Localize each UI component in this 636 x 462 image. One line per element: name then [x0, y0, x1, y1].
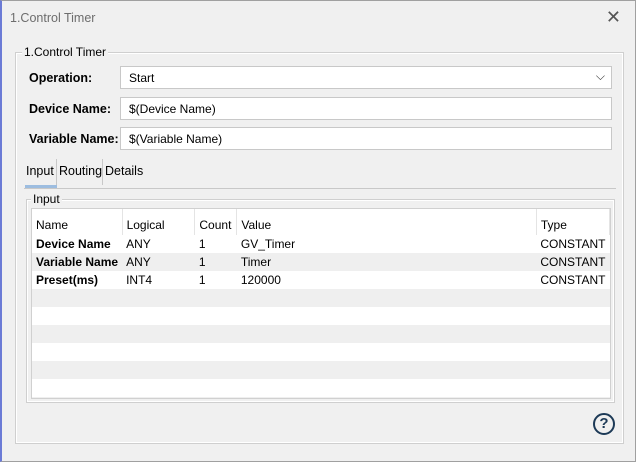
device-name-label: Device Name:	[29, 102, 111, 116]
device-name-input[interactable]: $(Device Name)	[120, 97, 612, 120]
column-header-logical[interactable]: Logical	[122, 209, 196, 235]
tab-input[interactable]: Input	[26, 164, 54, 178]
operation-label: Operation:	[29, 71, 93, 85]
control-timer-group: 1.Control Timer	[15, 45, 624, 444]
cell-name: Device Name	[36, 237, 111, 251]
cell-type: CONSTANT	[540, 273, 606, 287]
cell-logical: INT4	[126, 273, 153, 287]
chevron-down-icon[interactable]: ⌵	[595, 69, 605, 83]
empty-row	[32, 325, 610, 343]
close-icon[interactable]: ✕	[605, 7, 621, 27]
input-group-label: Input	[31, 192, 62, 206]
operation-value: Start	[129, 71, 155, 85]
table-row[interactable]: Variable Name ANY 1 Timer CONSTANT	[32, 253, 610, 271]
empty-row	[32, 343, 610, 361]
cell-count: 1	[194, 253, 237, 271]
input-table: Name Logical Count Value Type Device Nam…	[31, 208, 611, 399]
cell-logical: ANY	[122, 253, 195, 271]
column-header-value[interactable]: Value	[236, 209, 537, 235]
cell-count: 1	[198, 237, 206, 251]
empty-row	[32, 379, 610, 397]
cell-name: Variable Name	[32, 253, 123, 271]
operation-select[interactable]: Start ⌵	[120, 66, 612, 89]
tab-routing[interactable]: Routing	[59, 164, 103, 178]
cell-value[interactable]: GV_Timer	[240, 237, 296, 251]
tab-details[interactable]: Details	[105, 164, 144, 178]
input-group: Input Name Logical Count Value Type Devi…	[26, 192, 615, 403]
tab-divider	[102, 159, 103, 185]
tab-divider	[56, 159, 57, 185]
column-header-count[interactable]: Count	[194, 209, 238, 235]
variable-name-input[interactable]: $(Variable Name)	[120, 127, 612, 150]
variable-name-label: Variable Name:	[29, 132, 119, 146]
cell-type: CONSTANT	[536, 253, 610, 271]
active-tab-indicator	[25, 185, 57, 188]
window-title: 1.Control Timer	[10, 11, 96, 25]
tab-separator	[24, 188, 616, 189]
cell-logical: ANY	[126, 237, 151, 251]
empty-row	[32, 361, 610, 379]
empty-row	[32, 307, 610, 325]
column-header-name[interactable]: Name	[32, 209, 123, 235]
help-icon[interactable]: ?	[593, 413, 615, 435]
column-header-type[interactable]: Type	[536, 209, 610, 235]
cell-value[interactable]: 120000	[240, 273, 281, 287]
group-label: 1.Control Timer	[22, 45, 109, 59]
cell-name: Preset(ms)	[36, 273, 99, 287]
empty-row	[32, 397, 610, 398]
table-row[interactable]: Preset(ms) INT4 1 120000 CONSTANT	[32, 271, 610, 289]
cell-count: 1	[198, 273, 206, 287]
table-row[interactable]: Device Name ANY 1 GV_Timer CONSTANT	[32, 235, 610, 253]
empty-row	[32, 289, 610, 307]
cell-value[interactable]: Timer	[236, 253, 537, 271]
cell-type: CONSTANT	[540, 237, 606, 251]
